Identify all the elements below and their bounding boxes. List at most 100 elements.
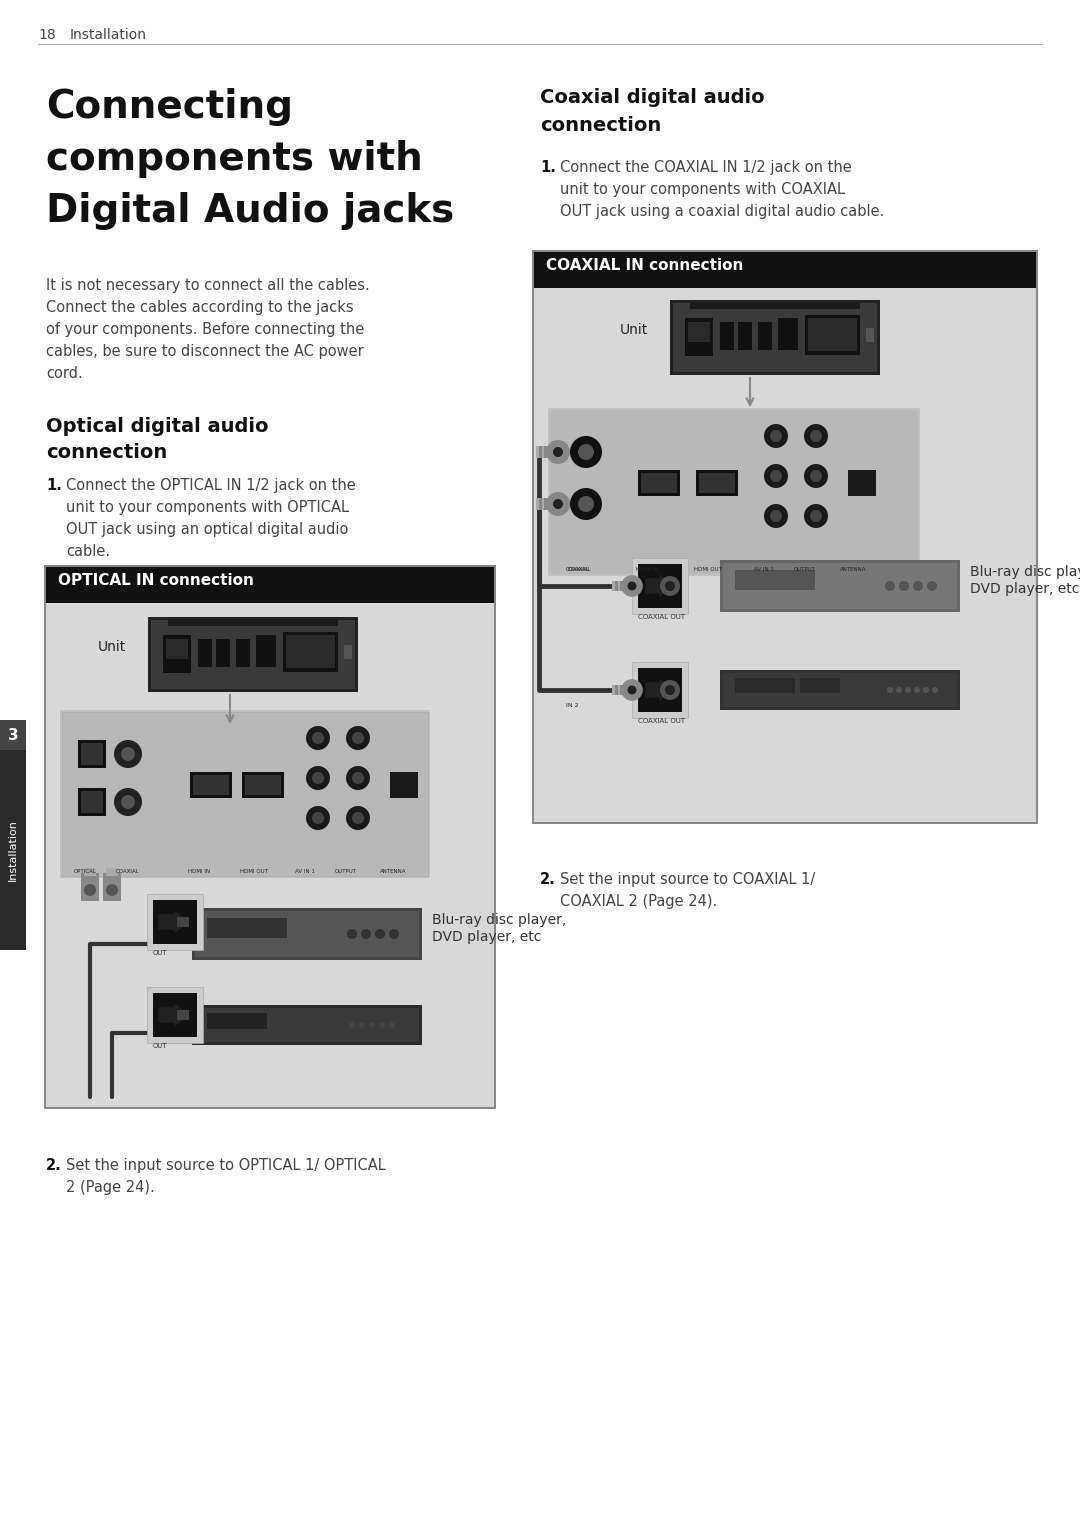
Text: It is not necessary to connect all the cables.: It is not necessary to connect all the c… — [46, 277, 369, 293]
Text: 18: 18 — [38, 28, 56, 41]
Text: of your components. Before connecting the: of your components. Before connecting th… — [46, 322, 364, 337]
Bar — [848, 470, 876, 496]
Bar — [632, 558, 688, 614]
Circle shape — [349, 1022, 355, 1028]
Text: COAXIAL: COAXIAL — [566, 567, 590, 571]
Text: HDMI OUT: HDMI OUT — [240, 869, 268, 873]
Circle shape — [306, 806, 330, 830]
Text: Connect the COAXIAL IN 1/2 jack on the: Connect the COAXIAL IN 1/2 jack on the — [561, 159, 852, 175]
Circle shape — [764, 424, 788, 447]
Circle shape — [923, 686, 929, 692]
Circle shape — [312, 812, 324, 824]
Bar — [153, 993, 197, 1037]
Circle shape — [553, 499, 563, 509]
Text: Installation: Installation — [70, 28, 147, 41]
Text: OUT jack using an optical digital audio: OUT jack using an optical digital audio — [66, 522, 349, 538]
Text: 2.: 2. — [540, 872, 556, 887]
Bar — [151, 620, 355, 689]
Bar — [192, 1005, 422, 1045]
Circle shape — [627, 685, 636, 694]
Bar — [147, 895, 203, 950]
Bar — [673, 303, 877, 372]
Circle shape — [627, 582, 636, 590]
Bar — [147, 987, 203, 1043]
Circle shape — [660, 680, 680, 700]
Bar — [632, 662, 688, 719]
Circle shape — [927, 581, 937, 591]
Bar — [688, 322, 710, 342]
Circle shape — [885, 581, 895, 591]
Text: unit to your components with COAXIAL: unit to your components with COAXIAL — [561, 182, 845, 198]
Bar — [283, 633, 338, 673]
Circle shape — [546, 492, 570, 516]
Text: OPTICAL IN connection: OPTICAL IN connection — [58, 573, 254, 588]
Circle shape — [810, 510, 822, 522]
Circle shape — [932, 686, 939, 692]
Bar — [616, 581, 618, 591]
Circle shape — [352, 812, 364, 824]
Bar — [758, 322, 772, 349]
Bar — [78, 787, 106, 817]
Bar — [620, 685, 623, 696]
Circle shape — [306, 726, 330, 751]
Bar — [696, 470, 738, 496]
Text: COAXIAL OUT: COAXIAL OUT — [638, 614, 685, 620]
Bar — [612, 685, 632, 696]
Text: 3: 3 — [8, 728, 18, 743]
Circle shape — [770, 430, 782, 443]
Bar — [190, 772, 232, 798]
Bar — [195, 1008, 419, 1042]
Bar — [166, 639, 188, 659]
Bar — [84, 869, 96, 876]
Bar — [103, 873, 121, 901]
Bar — [46, 567, 494, 604]
FancyArrow shape — [646, 576, 672, 596]
Bar — [148, 617, 357, 692]
Text: Blu-ray disc player,: Blu-ray disc player, — [432, 913, 566, 927]
Bar — [544, 446, 546, 458]
Circle shape — [121, 795, 135, 809]
Bar — [550, 411, 918, 574]
Circle shape — [621, 574, 643, 597]
Bar — [207, 918, 287, 938]
Bar — [237, 639, 249, 666]
Bar — [177, 1010, 189, 1020]
Bar — [539, 498, 542, 510]
Circle shape — [914, 686, 920, 692]
Circle shape — [369, 1022, 375, 1028]
Bar — [690, 303, 860, 309]
Bar — [207, 1013, 267, 1030]
Text: COAXIAL: COAXIAL — [116, 869, 139, 873]
Circle shape — [312, 772, 324, 784]
Circle shape — [621, 679, 643, 700]
Text: Connect the cables according to the jacks: Connect the cables according to the jack… — [46, 300, 353, 316]
Text: connection: connection — [46, 443, 167, 463]
Bar — [720, 669, 960, 709]
Circle shape — [764, 504, 788, 529]
Circle shape — [665, 685, 675, 696]
Bar — [81, 743, 103, 764]
Bar — [638, 564, 681, 608]
Bar — [549, 446, 552, 458]
Text: Digital Audio jacks: Digital Audio jacks — [46, 192, 455, 230]
Text: Unit: Unit — [98, 640, 126, 654]
Bar — [163, 634, 191, 673]
FancyArrow shape — [646, 680, 672, 700]
Text: COAXIAL 2 (Page 24).: COAXIAL 2 (Page 24). — [561, 895, 717, 908]
Circle shape — [899, 581, 909, 591]
Bar — [62, 712, 428, 876]
Bar — [216, 639, 230, 666]
Text: Unit: Unit — [620, 323, 648, 337]
Circle shape — [114, 787, 141, 817]
Bar — [198, 639, 212, 666]
Bar — [390, 772, 418, 798]
Bar — [625, 581, 629, 591]
Text: HDMI OUT: HDMI OUT — [694, 567, 721, 571]
Circle shape — [346, 806, 370, 830]
Circle shape — [810, 470, 822, 483]
Text: OPTICAL: OPTICAL — [75, 869, 97, 873]
Circle shape — [905, 686, 912, 692]
Bar — [195, 912, 419, 958]
Circle shape — [804, 504, 828, 529]
Text: cord.: cord. — [46, 366, 83, 381]
